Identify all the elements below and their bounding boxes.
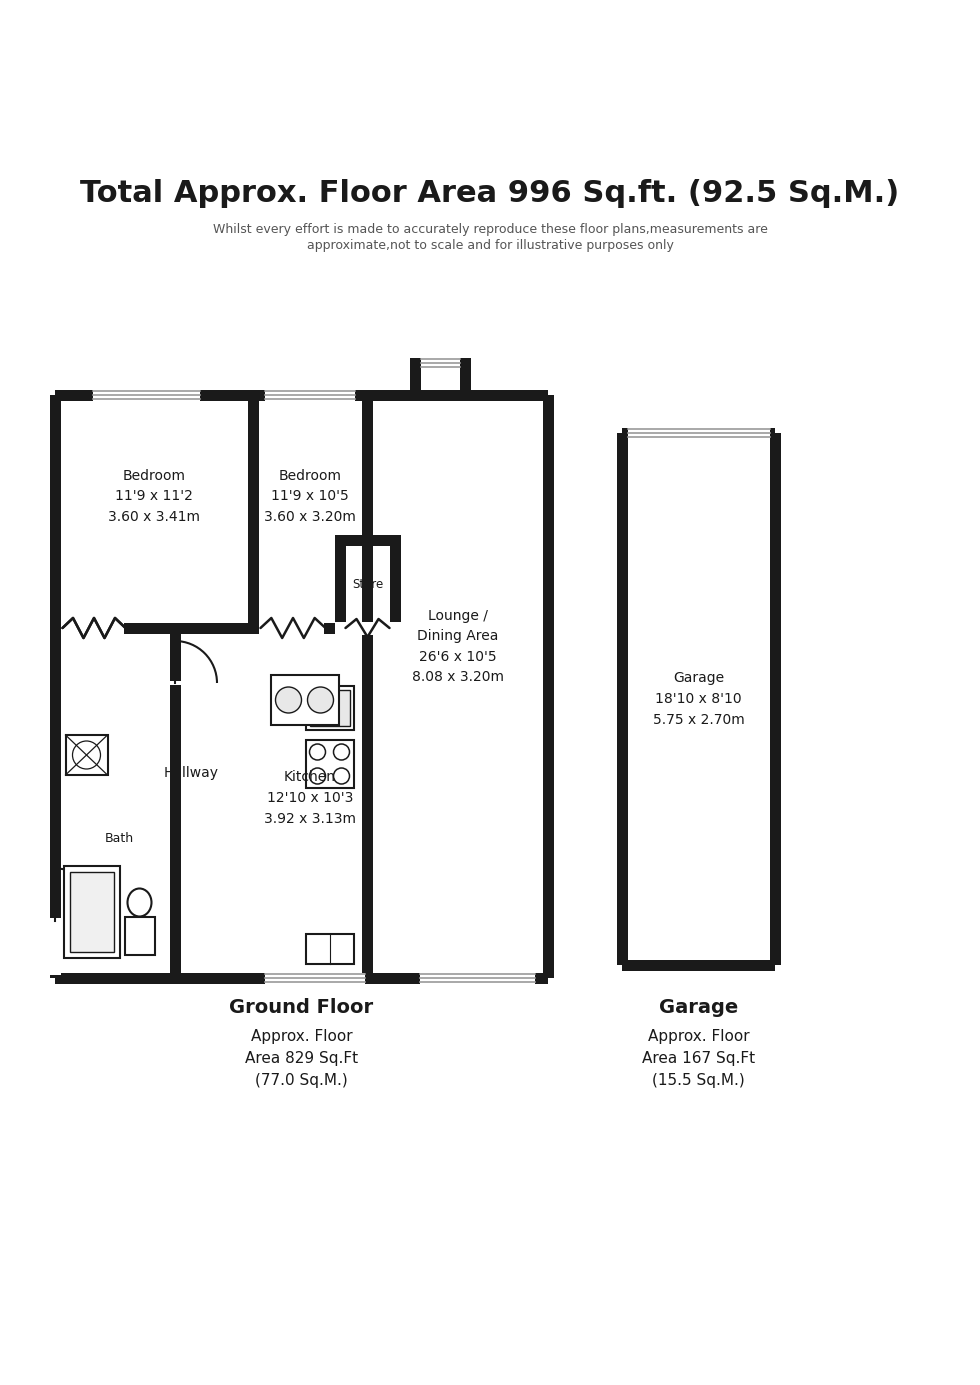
Bar: [265, 972, 365, 983]
Circle shape: [275, 687, 302, 713]
Bar: [334, 622, 401, 634]
Bar: [93, 389, 200, 400]
Bar: [362, 395, 372, 978]
Bar: [616, 434, 627, 965]
Bar: [55, 389, 548, 400]
Bar: [543, 395, 554, 978]
Bar: [61, 622, 123, 634]
Text: Bedroom
11'9 x 10'5
3.60 x 3.20m: Bedroom 11'9 x 10'5 3.60 x 3.20m: [264, 470, 356, 524]
Bar: [50, 917, 61, 975]
Bar: [310, 690, 350, 726]
Bar: [170, 633, 180, 972]
Bar: [55, 972, 548, 983]
Bar: [622, 428, 775, 439]
Bar: [410, 357, 470, 368]
Text: Ground Floor: Ground Floor: [229, 999, 373, 1017]
Text: Kitchen
12'10 x 10'3
3.92 x 3.13m: Kitchen 12'10 x 10'3 3.92 x 3.13m: [264, 770, 356, 825]
Bar: [334, 627, 346, 633]
Text: Approx. Floor
Area 829 Sq.Ft
(77.0 Sq.M.): Approx. Floor Area 829 Sq.Ft (77.0 Sq.M.…: [245, 1029, 358, 1089]
Bar: [248, 395, 259, 627]
Bar: [389, 540, 401, 633]
Ellipse shape: [127, 889, 152, 917]
Bar: [420, 357, 460, 368]
Bar: [627, 428, 769, 439]
Bar: [410, 363, 420, 400]
Text: Hallway: Hallway: [164, 766, 219, 780]
Bar: [334, 622, 401, 634]
Bar: [64, 866, 120, 957]
Bar: [66, 735, 108, 776]
Bar: [306, 740, 354, 788]
Bar: [769, 434, 780, 965]
Bar: [61, 622, 362, 633]
Bar: [265, 389, 355, 400]
Text: Whilst every effort is made to accurately reproduce these floor plans,measuremen: Whilst every effort is made to accuratel…: [213, 223, 767, 237]
Text: Approx. Floor
Area 167 Sq.Ft
(15.5 Sq.M.): Approx. Floor Area 167 Sq.Ft (15.5 Sq.M.…: [642, 1029, 755, 1089]
Bar: [70, 871, 114, 951]
Bar: [170, 681, 222, 686]
Circle shape: [308, 687, 333, 713]
Bar: [124, 917, 155, 954]
Bar: [622, 960, 775, 971]
Bar: [460, 363, 470, 400]
Text: Lounge /
Dining Area
26'6 x 10'5
8.08 x 3.20m: Lounge / Dining Area 26'6 x 10'5 8.08 x …: [412, 608, 504, 684]
Bar: [270, 674, 338, 724]
Text: approximate,not to scale and for illustrative purposes only: approximate,not to scale and for illustr…: [307, 238, 673, 252]
Bar: [420, 972, 535, 983]
Bar: [259, 622, 323, 634]
Bar: [306, 686, 354, 730]
Bar: [50, 395, 61, 978]
Text: Bedroom
11'9 x 11'2
3.60 x 3.41m: Bedroom 11'9 x 11'2 3.60 x 3.41m: [108, 470, 200, 524]
Bar: [334, 535, 401, 546]
Text: Bath: Bath: [105, 831, 133, 845]
Bar: [334, 540, 346, 633]
Text: Garage
18'10 x 8'10
5.75 x 2.70m: Garage 18'10 x 8'10 5.75 x 2.70m: [653, 672, 745, 727]
Text: Store: Store: [352, 578, 383, 590]
Text: Garage: Garage: [659, 999, 738, 1017]
Text: Total Approx. Floor Area 996 Sq.ft. (92.5 Sq.M.): Total Approx. Floor Area 996 Sq.ft. (92.…: [80, 179, 900, 208]
Bar: [306, 933, 354, 964]
